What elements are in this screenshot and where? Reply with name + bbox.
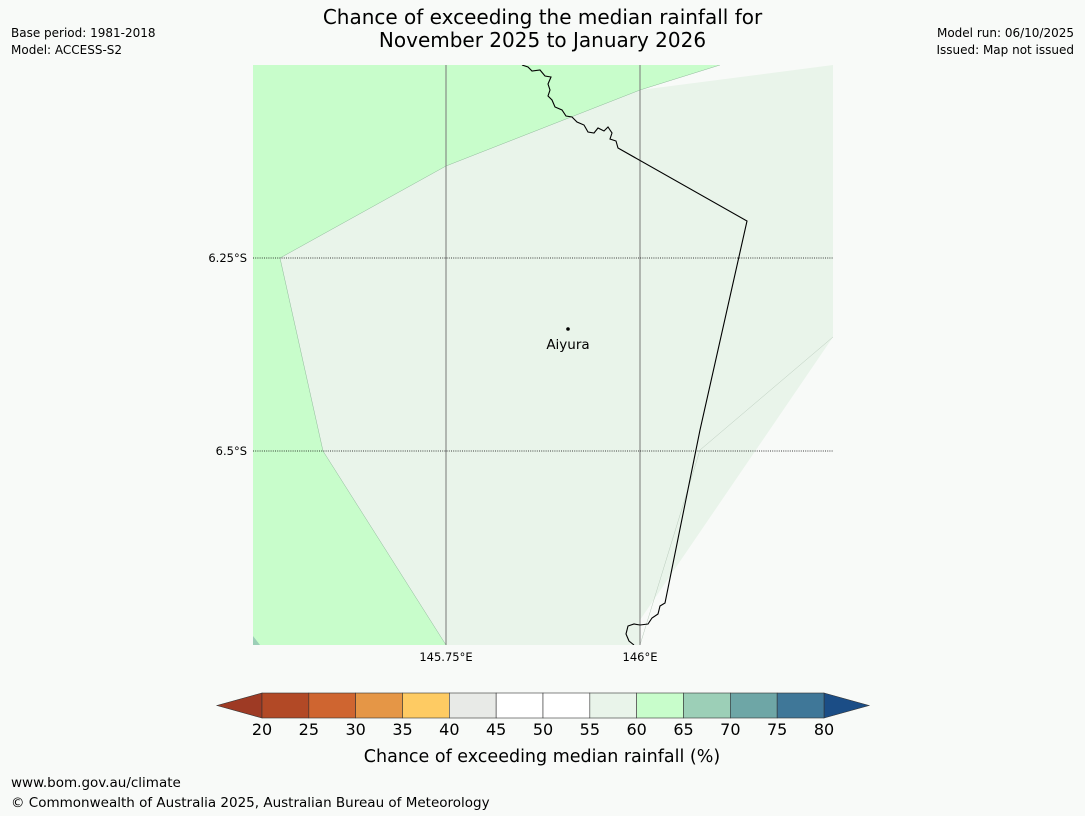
place-label-aiyura: Aiyura — [546, 337, 589, 353]
issued-text: Issued: Map not issued — [936, 43, 1074, 57]
lat-label-6-25: 6.25°S — [208, 251, 247, 265]
colorbar-segment-25-30 — [308, 692, 356, 719]
colorbar-tick-75: 75 — [767, 720, 787, 739]
colorbar-tick-30: 30 — [345, 720, 365, 739]
province-boundary — [521, 65, 748, 645]
region-60-65-north — [253, 65, 720, 258]
lon-label-145-75: 145.75°E — [419, 650, 472, 664]
region-60-65-west — [253, 258, 446, 645]
model-text: Model: ACCESS-S2 — [11, 43, 123, 57]
colorbar-segment-60-65 — [636, 692, 684, 719]
map-title-line2: November 2025 to January 2026 — [378, 28, 707, 52]
lat-label-6-5: 6.5°S — [216, 444, 247, 458]
info-left: Base period: 1981-2018 Model: ACCESS-S2 — [11, 25, 156, 59]
map-title-line1: Chance of exceeding the median rainfall … — [322, 5, 763, 29]
colorbar-segment-65-70 — [683, 692, 731, 719]
colorbar-tick-25: 25 — [299, 720, 319, 739]
map-title: Chance of exceeding the median rainfall … — [0, 6, 1085, 52]
colorbar-segment-20-25 — [261, 692, 310, 719]
aiyura-marker — [566, 327, 570, 331]
colorbar-tick-labels: 20 25 30 35 40 45 50 55 60 65 70 75 80 — [252, 720, 834, 739]
info-right: Model run: 06/10/2025 Issued: Map not is… — [936, 25, 1074, 59]
colorbar-tick-80: 80 — [814, 720, 834, 739]
contour-line-55 — [639, 336, 833, 645]
contour-line-60 — [279, 65, 721, 645]
colorbar-segment-30-35 — [355, 692, 403, 719]
colorbar-tick-40: 40 — [439, 720, 459, 739]
colorbar-tick-50: 50 — [533, 720, 553, 739]
colorbar-low-extend — [215, 692, 263, 719]
colorbar-segment-70-75 — [730, 692, 778, 719]
map-plot-area — [253, 65, 833, 645]
colorbar-segment-45-50 — [495, 692, 544, 719]
lon-label-146: 146°E — [623, 650, 658, 664]
colorbar-segment-55-60 — [589, 692, 637, 719]
colorbar-segment-40-45 — [449, 692, 497, 719]
region-65-70 — [253, 636, 260, 645]
footer-copyright: © Commonwealth of Australia 2025, Austra… — [11, 795, 490, 811]
colorbar-tick-35: 35 — [392, 720, 412, 739]
colorbar-segment-50-55 — [542, 692, 591, 719]
colorbar-tick-60: 60 — [626, 720, 646, 739]
colorbar-tick-65: 65 — [673, 720, 693, 739]
colorbar-high-extend — [823, 692, 871, 719]
colorbar: 20 25 30 35 40 45 50 55 60 65 70 75 80 Chance of exc… — [215, 692, 871, 767]
base-period-text: Base period: 1981-2018 — [11, 26, 156, 40]
colorbar-tick-20: 20 — [252, 720, 272, 739]
colorbar-tick-45: 45 — [486, 720, 506, 739]
colorbar-title: Chance of exceeding median rainfall (%) — [364, 747, 720, 767]
region-55-60 — [253, 65, 833, 645]
colorbar-tick-70: 70 — [720, 720, 740, 739]
colorbar-segments — [261, 692, 825, 719]
model-run-text: Model run: 06/10/2025 — [936, 26, 1074, 40]
footer-url: www.bom.gov.au/climate — [11, 775, 181, 791]
colorbar-segment-35-40 — [402, 692, 450, 719]
colorbar-tick-55: 55 — [580, 720, 600, 739]
colorbar-segment-75-80 — [776, 692, 825, 719]
